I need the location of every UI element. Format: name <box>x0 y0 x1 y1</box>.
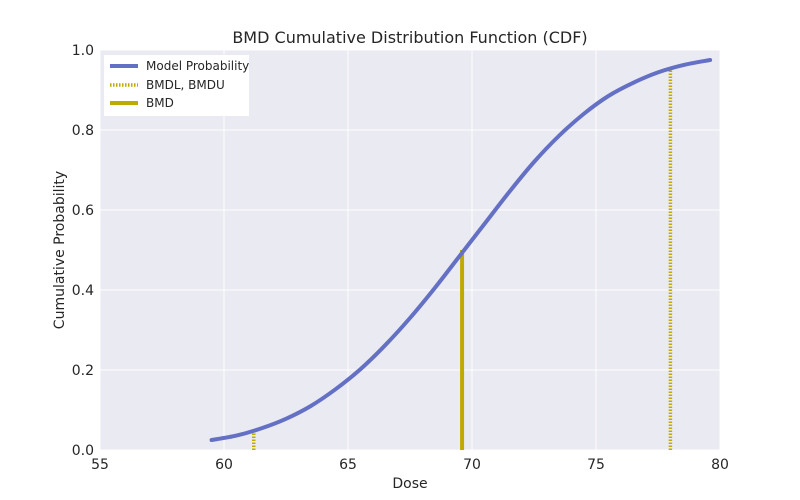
x-tick-label-2: 65 <box>339 457 357 473</box>
y-tick-label-4: 0.8 <box>72 123 94 139</box>
y-tick-label-5: 1.0 <box>72 43 94 59</box>
legend-label-model-probability: Model Probability <box>146 59 249 73</box>
x-axis-label: Dose <box>392 476 427 492</box>
x-tick-label-3: 70 <box>463 457 481 473</box>
bmd-lines <box>252 70 673 450</box>
y-axis-label: Cumulative Probability <box>52 171 68 329</box>
legend-label-bmd: BMD <box>146 96 174 110</box>
chart-title: BMD Cumulative Distribution Function (CD… <box>232 28 587 47</box>
x-tick-label-5: 80 <box>711 457 729 473</box>
y-tick-label-0: 0.0 <box>72 443 94 459</box>
x-tick-label-4: 75 <box>587 457 605 473</box>
y-tick-label-2: 0.4 <box>72 283 94 299</box>
grid-lines <box>99 49 721 451</box>
model-probability-line <box>209 58 713 442</box>
legend: Model Probability BMDL, BMDU BMD <box>104 55 249 116</box>
x-tick-label-1: 60 <box>215 457 233 473</box>
plot-area <box>100 50 720 450</box>
y-tick-label-1: 0.2 <box>72 363 94 379</box>
y-tick-labels: 0.0 0.2 0.4 0.6 0.8 1.0 <box>72 43 94 459</box>
x-tick-label-0: 55 <box>91 457 109 473</box>
legend-label-bmdl-bmdu: BMDL, BMDU <box>146 78 225 92</box>
y-tick-label-3: 0.6 <box>72 203 94 219</box>
x-tick-labels: 55 60 65 70 75 80 <box>91 457 729 473</box>
